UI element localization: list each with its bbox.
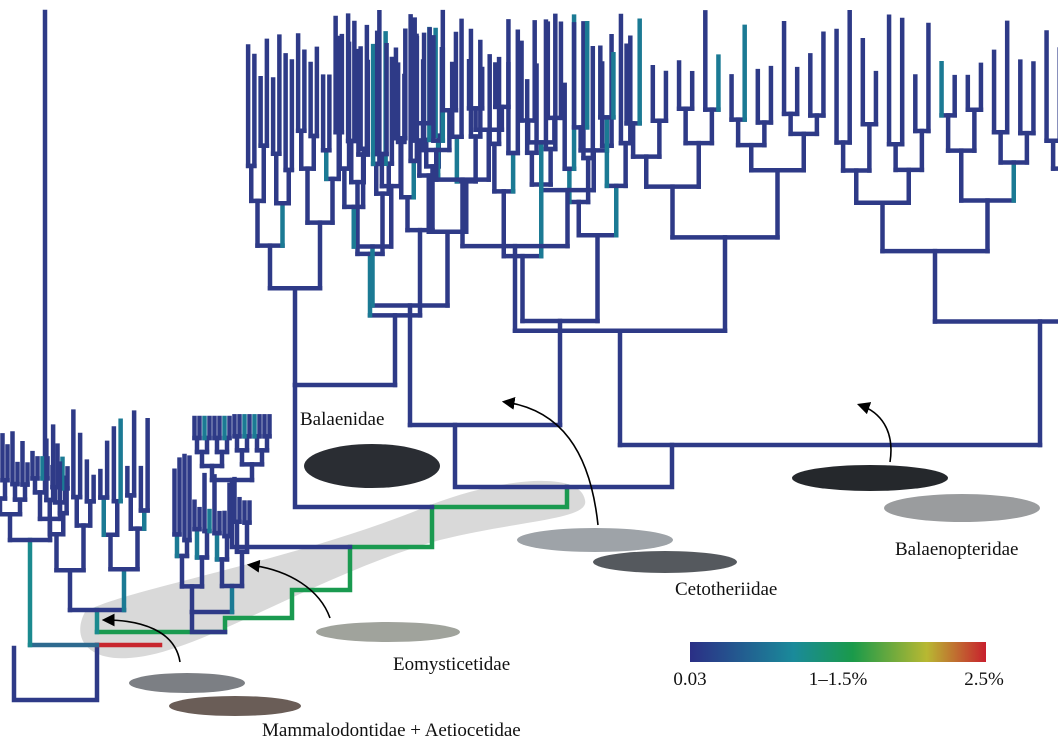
clade-label: Mammalodontidae + Aetiocetidae (262, 720, 521, 741)
phylogeny-figure: Balaenidae Cetotheriidae Balaenopteridae… (0, 0, 1058, 742)
clade-label: Cetotheriidae (675, 579, 777, 600)
branch (455, 425, 567, 487)
colorbar-label: 0.03 (673, 669, 706, 690)
colorbar-label: 1–1.5% (809, 669, 868, 690)
branch (567, 445, 672, 487)
colorbar-label: 2.5% (964, 669, 1004, 690)
clade-label: Balaenidae (300, 409, 384, 430)
root-branch (14, 645, 97, 700)
clade-label: Eomysticetidae (393, 654, 510, 675)
clade-label: Balaenopteridae (895, 539, 1018, 560)
colorbar (690, 642, 986, 662)
